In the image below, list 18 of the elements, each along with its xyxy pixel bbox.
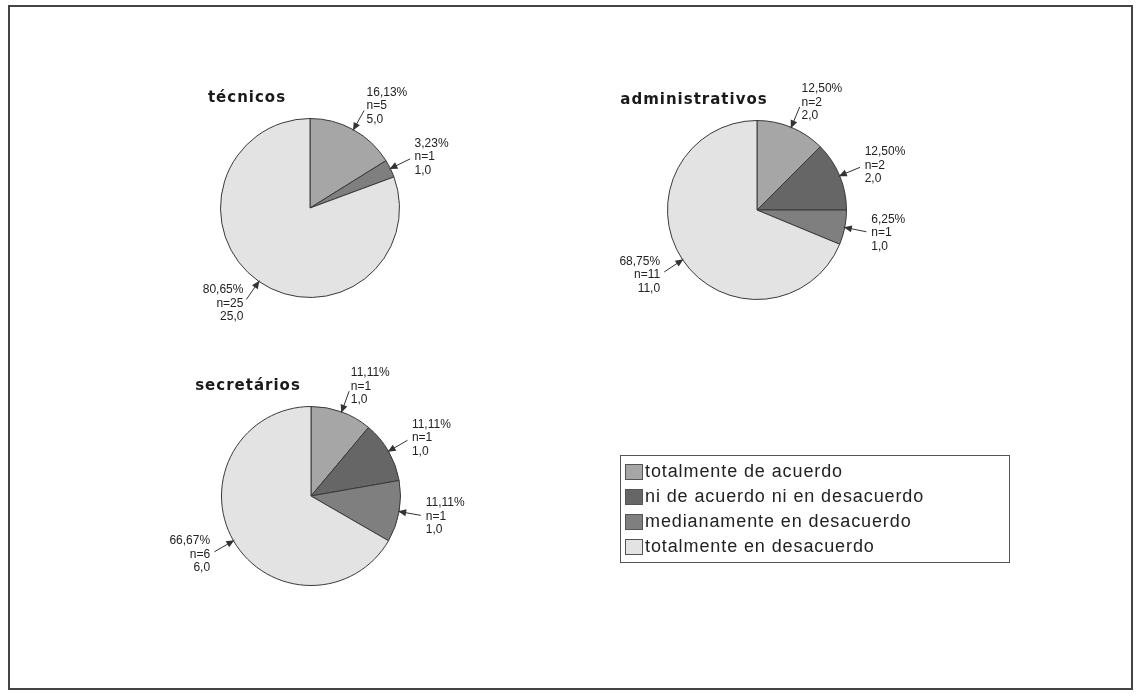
- legend-label: totalmente en desacuerdo: [645, 536, 875, 557]
- data-label: 12,50% n=2 2,0: [864, 144, 906, 186]
- data-label: 11,11% n=1 1,0: [425, 495, 465, 537]
- slice-label: administrativos: [620, 90, 768, 108]
- data-label: 66,67% n=6 6,0: [169, 533, 211, 575]
- data-label: 68,75% n=11 11,0: [619, 253, 661, 295]
- data-label: 11,11% n=1 1,0: [411, 416, 452, 458]
- data-label: 11,11% n=1 1,0: [350, 365, 391, 407]
- data-label: 16,13% n=5 5,0: [366, 84, 408, 126]
- data-label: 6,25% n=1 1,0: [871, 211, 906, 253]
- slice-label: técnicos: [207, 88, 287, 106]
- slice-label: secretários: [195, 376, 301, 394]
- legend-label: ni de acuerdo ni en desacuerdo: [645, 486, 925, 507]
- data-label: 3,23% n=1 1,0: [414, 135, 449, 177]
- legend-label: medianamente en desacuerdo: [645, 511, 912, 532]
- data-label: 80,65% n=25 25,0: [202, 282, 244, 324]
- data-label: 12,50% n=2 2,0: [801, 81, 843, 123]
- legend-label: totalmente de acuerdo: [645, 461, 844, 482]
